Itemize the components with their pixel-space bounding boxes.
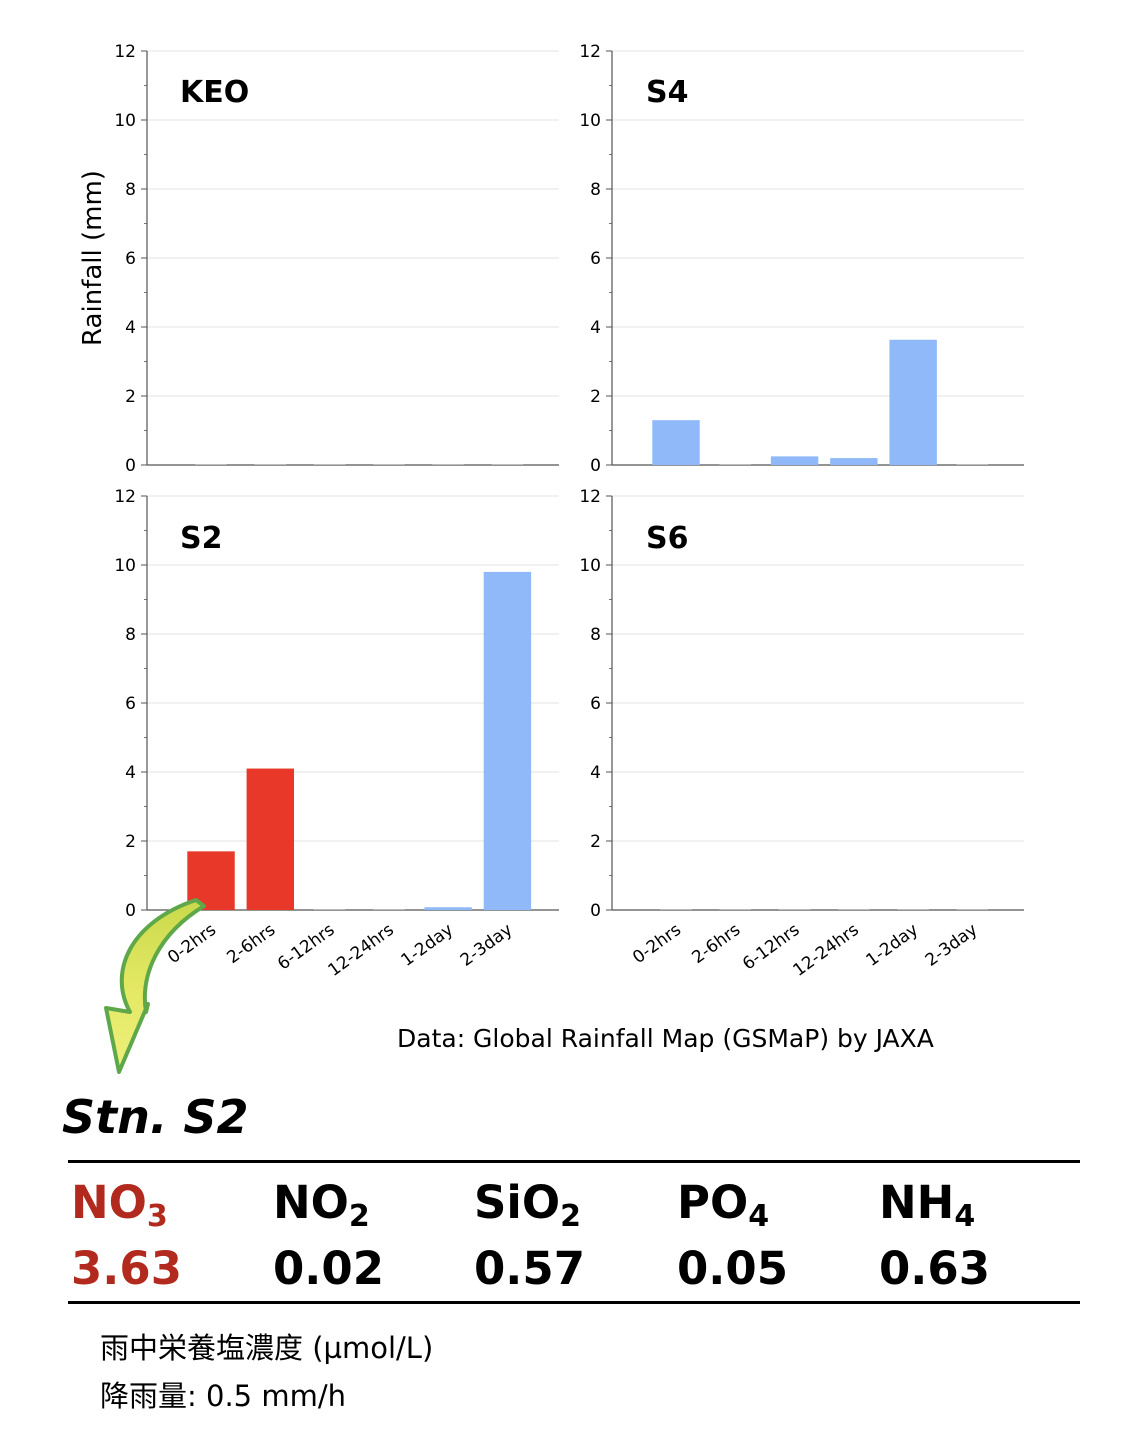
table-bottom-rule — [68, 1301, 1080, 1304]
nutrient-nh4-label: NH4 — [879, 1176, 976, 1234]
nutrient-no3-label: NO3 — [71, 1176, 168, 1234]
y-tick-label: 4 — [125, 318, 136, 338]
y-tick-label: 8 — [590, 180, 601, 200]
bar-1-2day — [424, 907, 472, 910]
y-tick-label: 12 — [579, 487, 601, 507]
chart-panel-keo: 0 2 4 6 8 10 12 KEO — [114, 42, 559, 476]
nutrient-sio2-value: 0.57 — [474, 1242, 586, 1295]
y-tick-label: 6 — [125, 694, 136, 714]
y-tick-label: 10 — [114, 111, 136, 131]
x-tick-label: 1-2day — [863, 920, 923, 971]
x-tick-label: 1-2day — [398, 920, 458, 971]
y-tick-label: 0 — [125, 901, 136, 921]
y-tick-label: 0 — [590, 901, 601, 921]
y-axis-label: Rainfall (mm) — [78, 170, 108, 346]
y-tick-label: 8 — [125, 625, 136, 645]
x-tick-label: 2-3day — [922, 920, 982, 971]
data-source-note: Data: Global Rainfall Map (GSMaP) by JAX… — [397, 1024, 934, 1053]
nutrient-no3-value: 3.63 — [71, 1242, 183, 1295]
bar-12-24hrs — [830, 458, 878, 465]
y-tick-label: 0 — [590, 456, 601, 476]
bar-2-6hrs — [246, 768, 295, 910]
table-top-rule — [68, 1160, 1080, 1163]
y-tick-label: 8 — [125, 180, 136, 200]
bar-2-3day — [483, 571, 532, 910]
nutrient-sio2-label: SiO2 — [474, 1176, 581, 1234]
y-tick-label: 6 — [590, 694, 601, 714]
nutrient-no2-value: 0.02 — [273, 1242, 385, 1295]
station-label: Stn. S2 — [62, 1090, 249, 1144]
bar-6-12hrs — [770, 456, 819, 465]
nutrient-no2-label: NO2 — [273, 1176, 370, 1234]
y-tick-label: 4 — [125, 763, 136, 783]
x-tick-label: 12-24hrs — [790, 920, 863, 981]
x-tick-label: 2-3day — [457, 920, 517, 971]
bar-1-2day — [889, 339, 937, 465]
curved-arrow-icon — [104, 898, 206, 1074]
panel-title: S4 — [646, 75, 688, 110]
x-tick-label: 2-6hrs — [688, 920, 744, 968]
y-tick-label: 4 — [590, 763, 601, 783]
y-tick-label: 12 — [114, 42, 136, 62]
bar-0-2hrs — [652, 420, 700, 465]
y-tick-label: 0 — [125, 456, 136, 476]
y-tick-label: 12 — [579, 42, 601, 62]
panel-title: S2 — [180, 521, 222, 556]
x-tick-label: 12-24hrs — [325, 920, 398, 981]
y-tick-label: 2 — [590, 387, 601, 407]
panel-title: S6 — [646, 521, 688, 556]
y-tick-label: 10 — [579, 111, 601, 131]
x-tick-label: 0-2hrs — [629, 920, 685, 968]
y-tick-label: 6 — [590, 249, 601, 269]
y-tick-label: 4 — [590, 318, 601, 338]
y-tick-label: 10 — [114, 556, 136, 576]
y-tick-label: 2 — [125, 832, 136, 852]
y-tick-label: 10 — [579, 556, 601, 576]
y-tick-label: 6 — [125, 249, 136, 269]
y-tick-label: 2 — [590, 832, 601, 852]
x-tick-label: 2-6hrs — [223, 920, 279, 968]
rainfall-rate-note: 降雨量: 0.5 mm/h — [100, 1379, 346, 1413]
nutrient-po4-label: PO4 — [677, 1176, 770, 1234]
y-tick-label: 12 — [114, 487, 136, 507]
concentration-unit-note: 雨中栄養塩濃度 (µmol/L) — [100, 1331, 434, 1365]
y-tick-label: 8 — [590, 625, 601, 645]
nutrient-po4-value: 0.05 — [677, 1242, 789, 1295]
nutrient-nh4-value: 0.63 — [879, 1242, 991, 1295]
panel-title: KEO — [180, 75, 249, 110]
chart-panel-s4: 0 2 4 6 8 10 12 S4 — [579, 42, 1024, 476]
y-tick-label: 2 — [125, 387, 136, 407]
